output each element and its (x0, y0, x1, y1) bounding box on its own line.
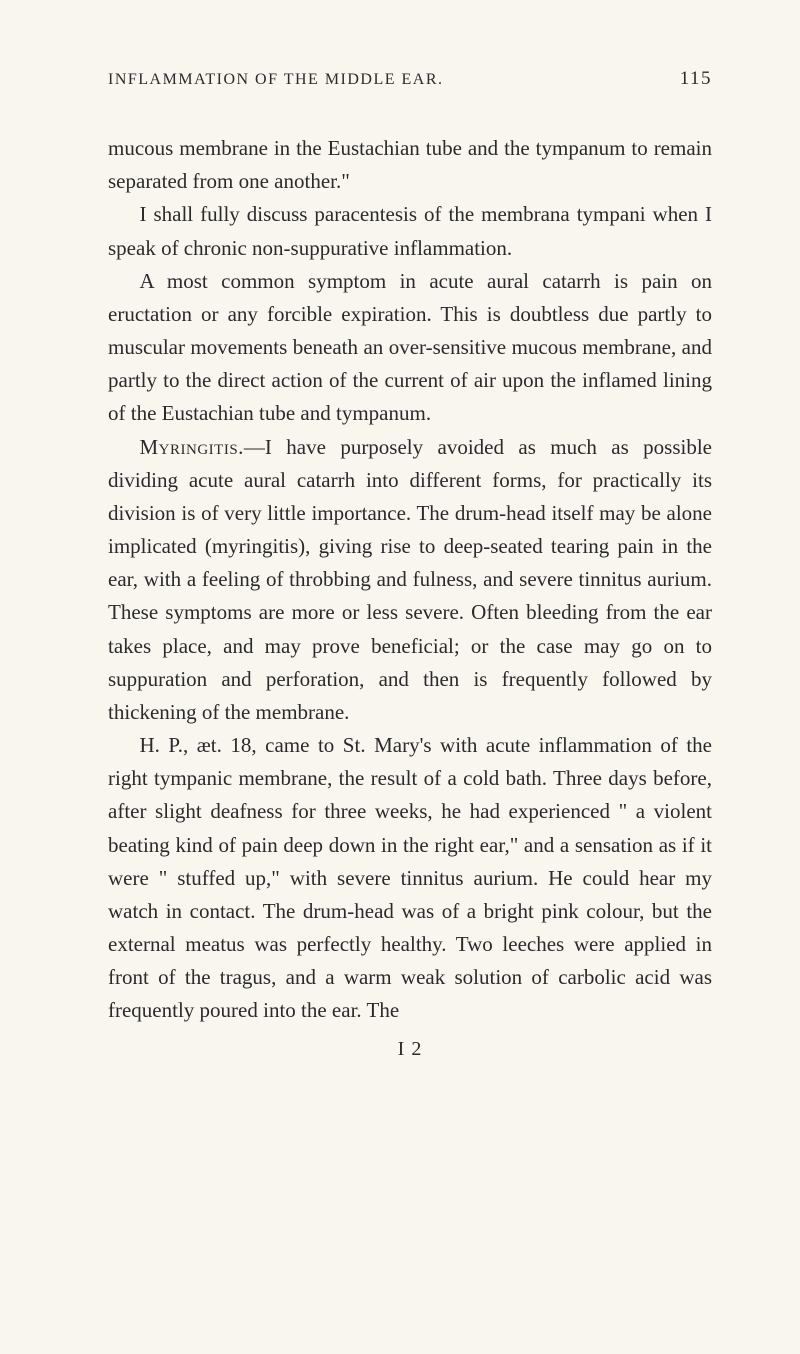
section-heading-myringitis: Myringitis. (140, 435, 244, 459)
signature-mark: I 2 (108, 1034, 712, 1066)
paragraph-2: I shall fully discuss paracentesis of th… (108, 198, 712, 264)
page-number: 115 (680, 68, 712, 90)
paragraph-4-body: —I have purposely avoided as much as pos… (108, 435, 712, 724)
paragraph-3: A most common symptom in acute aural cat… (108, 265, 712, 431)
body-text: mucous membrane in the Eustachian tube a… (108, 132, 712, 1065)
running-title: INFLAMMATION OF THE MIDDLE EAR. (108, 71, 444, 89)
paragraph-1: mucous membrane in the Eustachian tube a… (108, 132, 712, 198)
paragraph-5: H. P., æt. 18, came to St. Mary's with a… (108, 729, 712, 1028)
paragraph-4: Myringitis.—I have purposely avoided as … (108, 431, 712, 730)
page-header: INFLAMMATION OF THE MIDDLE EAR. 115 (108, 68, 712, 90)
